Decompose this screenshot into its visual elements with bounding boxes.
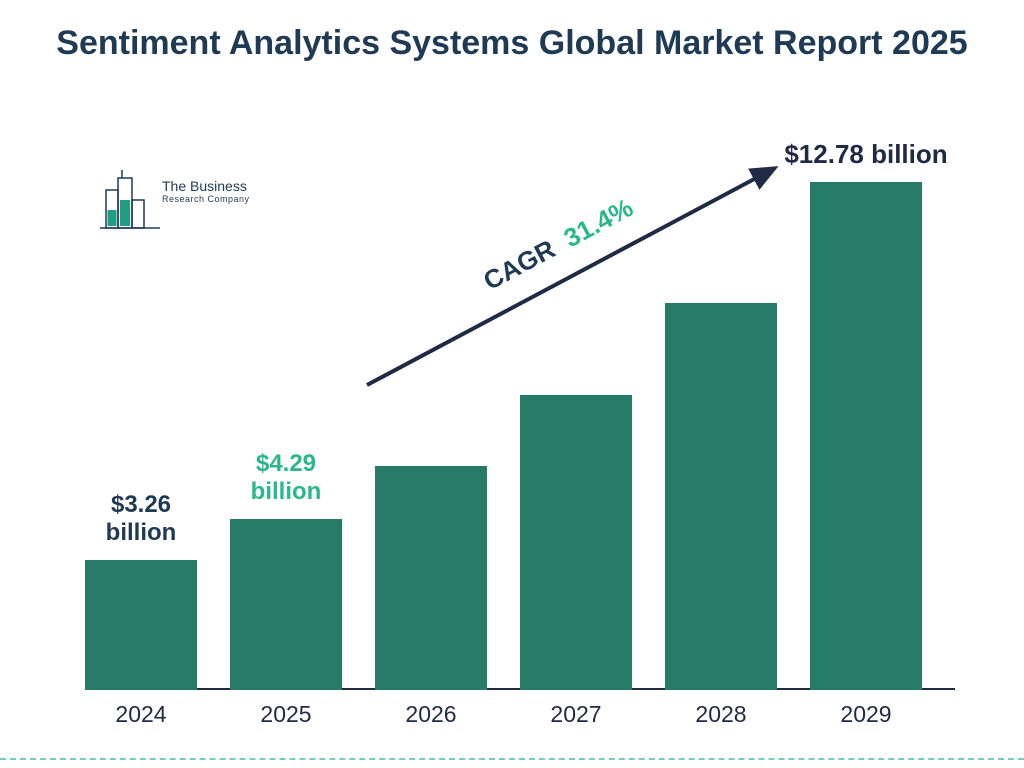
- x-tick-label: 2026: [375, 701, 487, 728]
- bar: [665, 303, 777, 690]
- bar: [810, 182, 922, 690]
- x-tick-label: 2027: [520, 701, 632, 728]
- x-tick-label: 2028: [665, 701, 777, 728]
- x-tick-label: 2029: [810, 701, 922, 728]
- bar: [520, 395, 632, 690]
- chart-title: Sentiment Analytics Systems Global Marke…: [0, 22, 1024, 65]
- bar: [85, 560, 197, 690]
- bar-chart: Market Size (in USD billion) CAGR 31.4% …: [85, 150, 955, 690]
- bar-value-label: $12.78 billion: [770, 140, 962, 170]
- bar-value-label: $4.29billion: [220, 450, 352, 505]
- x-tick-label: 2024: [85, 701, 197, 728]
- bottom-dashed-divider: [0, 758, 1024, 760]
- bar-value-label: $3.26billion: [75, 491, 207, 546]
- bar: [375, 466, 487, 690]
- bar: [230, 519, 342, 690]
- x-tick-label: 2025: [230, 701, 342, 728]
